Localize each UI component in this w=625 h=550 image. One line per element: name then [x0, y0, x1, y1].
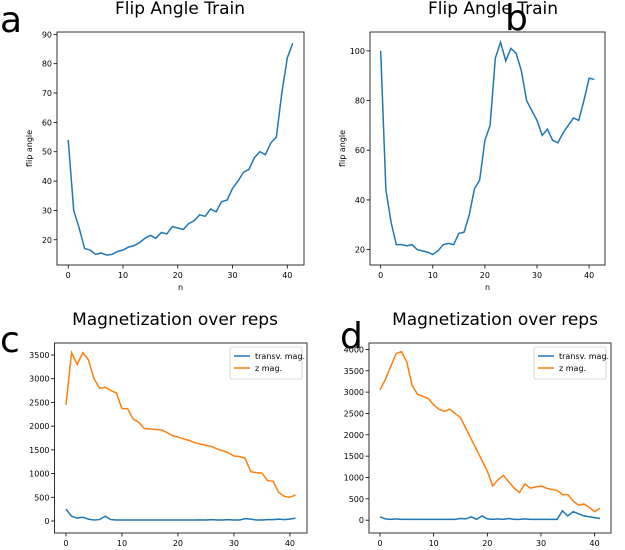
line — [379, 39, 595, 256]
panel-letter: d — [340, 316, 363, 357]
x-tick-label: 30 — [227, 271, 237, 280]
x-tick-label: 10 — [429, 539, 439, 548]
x-tick-label: 20 — [173, 539, 183, 548]
x-tick-label: 0 — [378, 271, 383, 280]
x-tick-label: 10 — [118, 271, 128, 280]
legend-box — [533, 346, 607, 380]
y-tick-label: 60 — [355, 146, 365, 155]
legend-label: z mag. — [559, 364, 586, 373]
y-tick-label: 20 — [42, 236, 52, 245]
y-tick-label: 60 — [42, 118, 52, 127]
y-tick-label: 80 — [42, 60, 52, 69]
y-tick-label: 3000 — [344, 388, 364, 397]
chart-title: Magnetization over reps — [72, 310, 278, 330]
plot-frame — [369, 31, 606, 266]
y-tick-label: 1000 — [344, 473, 364, 482]
y-tick-label: 0 — [359, 516, 364, 525]
panel-letter: a — [0, 0, 22, 41]
chart-title: Flip Angle Train — [428, 0, 558, 19]
chart-title: Flip Angle Train — [115, 0, 245, 19]
line — [379, 509, 601, 521]
x-tick-label: 40 — [584, 271, 594, 280]
x-tick-label: 20 — [480, 271, 490, 280]
x-tick-label: 10 — [428, 271, 438, 280]
y-tick-label: 2500 — [344, 409, 364, 418]
line — [65, 349, 296, 499]
y-tick-label: 1500 — [29, 446, 49, 455]
x-tick-label: 30 — [536, 539, 546, 548]
x-tick-label: 0 — [63, 539, 68, 548]
line — [379, 350, 601, 513]
y-tick-label: 50 — [42, 148, 52, 157]
x-tick-label: 30 — [532, 271, 542, 280]
plot-frame — [368, 342, 612, 534]
x-tick-label: 40 — [282, 271, 292, 280]
line — [65, 508, 296, 521]
x-tick-label: 30 — [229, 539, 239, 548]
y-tick-label: 40 — [355, 196, 365, 205]
plot-frame — [56, 31, 305, 266]
y-tick-label: 90 — [42, 30, 52, 39]
y-tick-label: 80 — [355, 97, 365, 106]
y-tick-label: 70 — [42, 89, 52, 98]
y-tick-label: 20 — [355, 246, 365, 255]
y-tick-label: 4000 — [344, 345, 364, 354]
x-tick-label: 20 — [173, 271, 183, 280]
line — [67, 42, 294, 256]
y-tick-label: 1000 — [29, 470, 49, 479]
x-axis-label: n — [178, 283, 183, 292]
y-axis-label: flip angle — [338, 130, 347, 167]
y-tick-label: 2000 — [29, 422, 49, 431]
panel-letter: b — [505, 0, 528, 39]
y-tick-label: 0 — [44, 517, 49, 526]
x-tick-label: 0 — [377, 539, 382, 548]
y-tick-label: 2000 — [344, 431, 364, 440]
chart-title: Magnetization over reps — [392, 310, 598, 330]
y-tick-label: 3500 — [344, 367, 364, 376]
x-tick-label: 10 — [117, 539, 127, 548]
x-tick-label: 0 — [66, 271, 71, 280]
y-tick-label: 40 — [42, 177, 52, 186]
y-tick-label: 2500 — [29, 398, 49, 407]
y-tick-label: 500 — [349, 495, 364, 504]
y-tick-label: 30 — [42, 206, 52, 215]
y-tick-label: 500 — [34, 493, 49, 502]
y-tick-label: 3500 — [29, 351, 49, 360]
x-tick-label: 40 — [590, 539, 600, 548]
y-tick-label: 3000 — [29, 375, 49, 384]
y-axis-label: flip angle — [25, 130, 34, 167]
y-tick-label: 100 — [350, 47, 365, 56]
legend-label: transv. mag. — [559, 352, 609, 361]
x-axis-label: n — [485, 283, 490, 292]
y-tick-label: 1500 — [344, 452, 364, 461]
x-tick-label: 40 — [285, 539, 295, 548]
legend-label: z mag. — [255, 364, 282, 373]
legend-label: transv. mag. — [255, 352, 305, 361]
x-tick-label: 20 — [482, 539, 492, 548]
panel-letter: c — [0, 320, 20, 361]
legend-box — [229, 346, 303, 380]
plot-frame — [54, 342, 308, 534]
